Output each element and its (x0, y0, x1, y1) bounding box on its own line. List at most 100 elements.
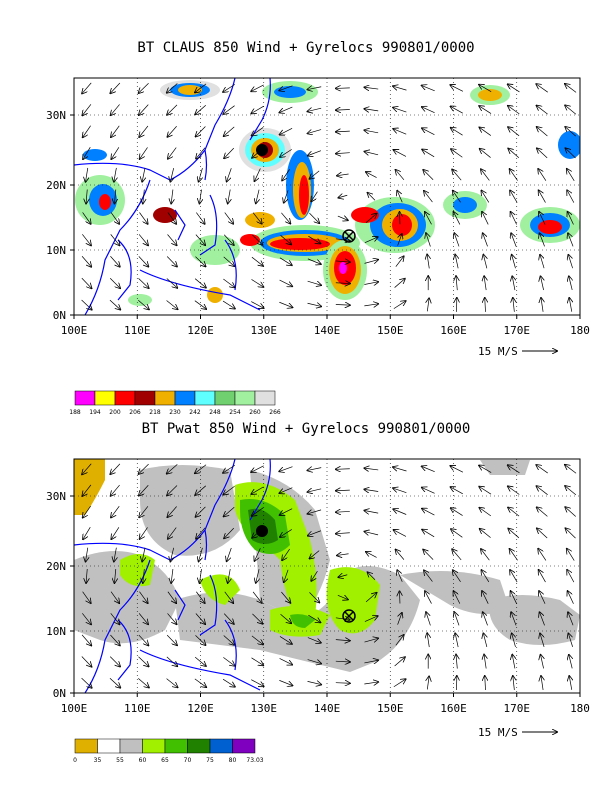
cloud-blob-east (351, 131, 580, 253)
wind-vector (484, 276, 486, 291)
panel1-ref-label: 15 M/S (478, 345, 518, 358)
wind-vector (138, 656, 149, 667)
panel1-gridlines (74, 78, 580, 315)
x-tick-label: 150E (377, 702, 404, 715)
wind-vector (111, 147, 120, 159)
wind-vector (195, 104, 206, 114)
wind-vector (308, 235, 320, 243)
wind-vector (284, 190, 289, 202)
wind-vector (511, 212, 517, 225)
wind-vector (335, 305, 350, 306)
panel1-map: 100E 110E 120E 130E 140E 150E 160E 170E 180 0N 10N… (46, 77, 590, 416)
wind-vector (280, 149, 292, 157)
wind-vector (138, 234, 148, 245)
wind-vector (336, 153, 350, 154)
wind-vector (451, 529, 463, 538)
wind-vector (569, 655, 572, 669)
wind-vector (166, 678, 178, 688)
wind-vector (311, 570, 318, 581)
wind-vector (307, 468, 322, 471)
wind-vector (565, 486, 577, 496)
cloud-blob-typhoon-north (239, 128, 314, 220)
wind-vector (483, 233, 488, 247)
wind-vector (199, 569, 201, 583)
wind-vector (167, 125, 177, 137)
wind-vector (366, 172, 377, 178)
panel2-ref-label: 15 M/S (478, 726, 518, 739)
wind-vector (196, 506, 206, 517)
wind-vector (537, 528, 548, 539)
wind-vector (83, 125, 91, 138)
colorbar-swatch (142, 738, 166, 754)
wind-vector (166, 656, 177, 666)
wind-vector (194, 656, 206, 666)
wind-vector (451, 508, 463, 516)
wind-vector (196, 212, 204, 224)
y-tick-label: 0N (53, 309, 66, 322)
wind-vector (565, 465, 577, 474)
wind-vector (252, 212, 262, 224)
wind-vector (82, 212, 91, 223)
wind-vector (251, 635, 263, 645)
wind-vector (539, 212, 546, 225)
wind-vector (511, 233, 517, 247)
wind-vector (364, 304, 378, 306)
wind-vector (195, 256, 205, 267)
wind-vector (422, 488, 435, 494)
panel2-coastlines (74, 459, 271, 693)
colorbar-swatch (114, 390, 136, 406)
wind-vector (508, 127, 520, 137)
wind-vector (541, 655, 544, 669)
wind-vector (196, 591, 204, 603)
wind-vector (336, 469, 350, 470)
wind-vector (393, 108, 407, 113)
wind-vector (280, 614, 292, 623)
wind-vector (251, 679, 263, 687)
wind-vector (139, 212, 147, 223)
wind-vector (568, 634, 573, 647)
panel2-map: 100E 110E 120E 130E 140E 150E 160E 170E 180 0N 10N… (46, 458, 590, 764)
wind-vector (281, 212, 290, 224)
panel2-colorbar: 0 35 55 60 65 70 75 80 73.03 (73, 738, 264, 764)
wind-vector (453, 212, 461, 225)
wind-vector (364, 638, 379, 642)
panel1-reference-vector: 15 M/S (478, 345, 557, 358)
wind-vector (565, 507, 576, 517)
wind-vector (364, 109, 379, 111)
wind-vector (86, 167, 88, 182)
x-tick-label: 150E (377, 324, 404, 337)
wind-vector (565, 528, 576, 539)
wind-vector (171, 189, 173, 204)
wind-vector (223, 278, 234, 287)
wind-vector (138, 634, 149, 645)
wind-vector (453, 570, 461, 583)
wind-vector (508, 84, 520, 93)
wind-vector (167, 464, 178, 473)
wind-vector (455, 255, 458, 269)
colorbar-label: 73.03 (246, 757, 263, 764)
wind-vector (82, 104, 92, 115)
wind-vector (393, 129, 407, 135)
wind-vector (567, 549, 575, 561)
colorbar-label: 0 (73, 757, 77, 764)
y-tick-label: 10N (46, 244, 66, 257)
wind-vector (279, 680, 292, 685)
colorbar-swatch (234, 390, 256, 406)
wind-vector (337, 595, 348, 599)
wind-vector (280, 235, 292, 244)
x-tick-label: 160E (440, 324, 467, 337)
wind-vector (482, 212, 489, 225)
wind-vector (251, 279, 264, 287)
colorbar-label: 260 (249, 409, 261, 416)
wind-vector (227, 547, 232, 561)
wind-vector (223, 657, 234, 665)
wind-vector (565, 148, 576, 159)
wind-vector (537, 507, 548, 517)
wind-vector (365, 593, 376, 603)
colorbar-label: 80 (229, 757, 237, 764)
wind-vector (166, 256, 177, 266)
colorbar-label: 200 (109, 409, 121, 416)
wind-vector (140, 147, 148, 159)
wind-vector (309, 212, 319, 223)
wind-vector (114, 568, 115, 583)
